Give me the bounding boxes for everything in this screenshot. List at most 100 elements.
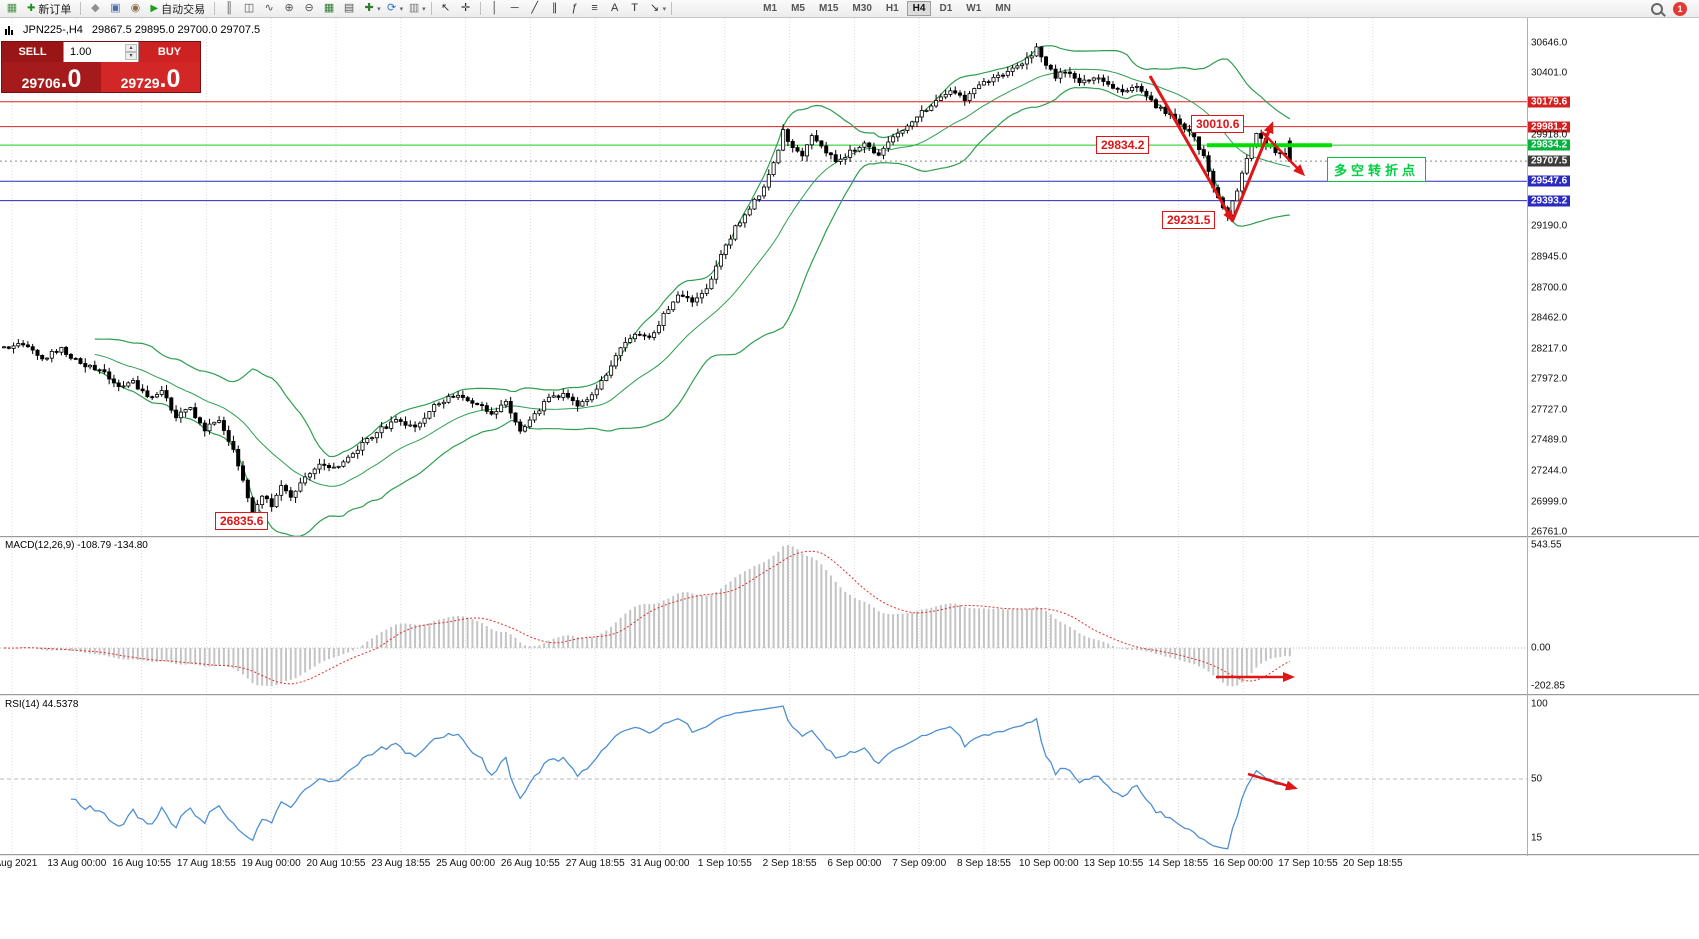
time-axis-label: 16 Aug 10:55 bbox=[112, 858, 172, 869]
new-chart-icon[interactable]: ▦ bbox=[6, 2, 18, 14]
macd-indicator-label: MACD(12,26,9) -108.79 -134.80 bbox=[5, 540, 148, 551]
volume-input[interactable] bbox=[64, 42, 138, 62]
buy-button[interactable]: BUY bbox=[139, 42, 200, 62]
text-label-icon[interactable]: T bbox=[631, 2, 638, 14]
arrows-tool-icon[interactable]: ↘ bbox=[650, 2, 660, 14]
time-axis-label: 1 Aug 2021 bbox=[0, 858, 38, 869]
timeframe-h4[interactable]: H4 bbox=[906, 1, 932, 16]
volume-spinner: ▴ ▾ bbox=[125, 42, 137, 62]
fibonacci-icon[interactable]: ƒ bbox=[571, 2, 578, 14]
volume-spin-up[interactable]: ▴ bbox=[125, 44, 137, 52]
periods-icon[interactable]: ⟳ bbox=[387, 2, 397, 14]
vertical-line-icon[interactable]: │ bbox=[491, 2, 499, 14]
toolbar-separator bbox=[214, 2, 216, 15]
timeframe-m1[interactable]: M1 bbox=[763, 3, 778, 14]
price-tag: 29707.5 bbox=[1528, 155, 1571, 167]
time-axis-label: 19 Aug 00:00 bbox=[241, 858, 301, 869]
templates-icon[interactable]: ▥ bbox=[408, 2, 420, 14]
arrows-tool-caret-icon[interactable]: ▾ bbox=[662, 5, 667, 13]
buy-price-display[interactable]: 29729.0 bbox=[101, 62, 200, 92]
line-chart-type-icon[interactable]: ∿ bbox=[264, 2, 274, 14]
price-axis-label: 30646.0 bbox=[1531, 37, 1568, 49]
time-axis-label: 17 Sep 10:55 bbox=[1278, 858, 1338, 869]
annotation-red[interactable]: 29834.2 bbox=[1096, 136, 1150, 154]
autotrading-button[interactable]: ▶ 自动交易 bbox=[145, 1, 210, 17]
new-order-icon: ✚ bbox=[27, 3, 36, 14]
time-axis-label: 13 Aug 00:00 bbox=[47, 858, 107, 869]
time-axis-label: 13 Sep 10:55 bbox=[1083, 858, 1144, 869]
horizontal-line-icon[interactable]: ─ bbox=[510, 2, 519, 14]
trend-arrow bbox=[1230, 121, 1274, 223]
timeframe-h1[interactable]: H1 bbox=[885, 3, 899, 14]
chart-icon bbox=[5, 25, 14, 35]
time-axis-label: 17 Aug 18:55 bbox=[176, 858, 236, 869]
timeframe-m30[interactable]: M30 bbox=[852, 3, 872, 14]
notification-badge[interactable]: 1 bbox=[1673, 1, 1687, 16]
timeframe-mn[interactable]: MN bbox=[995, 3, 1011, 14]
time-axis-label: 25 Aug 00:00 bbox=[436, 858, 496, 869]
candle-chart-type-icon[interactable]: ◫ bbox=[243, 2, 255, 14]
annotation-green[interactable]: 多空转折点 bbox=[1327, 157, 1427, 182]
sell-button[interactable]: SELL bbox=[2, 42, 63, 62]
shapes-icon[interactable]: ≡ bbox=[591, 2, 598, 14]
time-axis-label: 27 Aug 18:55 bbox=[565, 858, 625, 869]
new-order-button[interactable]: ✚ 新订单 bbox=[22, 1, 76, 17]
time-axis-label: 14 Sep 18:55 bbox=[1148, 858, 1209, 869]
zoom-out-icon[interactable]: ⊖ bbox=[304, 2, 314, 14]
profiles-icon[interactable]: ▣ bbox=[110, 2, 121, 14]
charts-list-icon[interactable]: ◆ bbox=[91, 2, 100, 14]
price-axis-label: 29190.0 bbox=[1531, 220, 1568, 232]
cursor-icon[interactable]: ↖ bbox=[441, 2, 451, 14]
new-order-button-label: 新订单 bbox=[38, 3, 72, 16]
sell-price-display[interactable]: 29706.0 bbox=[2, 62, 101, 92]
terminal-icon[interactable]: ◉ bbox=[130, 2, 141, 14]
periods-caret-icon[interactable]: ▾ bbox=[399, 5, 404, 13]
indicators-icon[interactable]: ✚ bbox=[364, 2, 374, 14]
price-axis-label: 26761.0 bbox=[1531, 526, 1568, 538]
time-axis-label: 31 Aug 00:00 bbox=[630, 858, 690, 869]
timeframe-m15[interactable]: M15 bbox=[818, 3, 839, 14]
timeframe-w1[interactable]: W1 bbox=[966, 3, 982, 14]
crosshair-icon[interactable]: ✛ bbox=[461, 2, 471, 14]
search-icon[interactable] bbox=[1651, 2, 1663, 15]
trend-arrow bbox=[1148, 75, 1234, 223]
time-axis-label: 10 Sep 00:00 bbox=[1019, 858, 1079, 869]
price-axis-label: 50 bbox=[1531, 773, 1543, 785]
time-axis-separator bbox=[0, 854, 1699, 856]
rsi-panel-separator[interactable] bbox=[0, 694, 1699, 696]
tile-windows-icon[interactable]: ▦ bbox=[323, 2, 335, 14]
price-axis-label: 26999.0 bbox=[1531, 496, 1568, 508]
volume-spin-down[interactable]: ▾ bbox=[125, 52, 137, 60]
zoom-in-icon[interactable]: ⊕ bbox=[284, 2, 294, 14]
annotation-red[interactable]: 26835.6 bbox=[215, 512, 269, 530]
price-axis-label: 28700.0 bbox=[1531, 282, 1568, 294]
price-axis-label: 0.00 bbox=[1531, 642, 1551, 654]
chart-symbol-info: JPN225-,H4 29867.5 29895.0 29700.0 29707… bbox=[5, 24, 260, 36]
toolbar-right: 1 bbox=[1651, 1, 1699, 16]
toolbar-separator bbox=[430, 2, 432, 15]
trendline-icon[interactable]: ╱ bbox=[531, 2, 538, 14]
timeframe-m5[interactable]: M5 bbox=[791, 3, 805, 14]
text-icon[interactable]: A bbox=[610, 2, 619, 14]
bar-chart-type-icon[interactable]: ║ bbox=[225, 2, 233, 14]
rsi-indicator-label: RSI(14) 44.5378 bbox=[5, 699, 79, 710]
timeframe-d1[interactable]: D1 bbox=[939, 3, 953, 14]
autotrading-icon: ▶ bbox=[150, 3, 159, 14]
price-tag: 30179.6 bbox=[1528, 96, 1571, 108]
toolbar-separator bbox=[671, 2, 673, 15]
templates-caret-icon[interactable]: ▾ bbox=[422, 5, 426, 13]
annotation-red[interactable]: 30010.6 bbox=[1191, 115, 1245, 133]
time-axis-label: 1 Sep 10:55 bbox=[697, 858, 752, 869]
annotation-red[interactable]: 29231.5 bbox=[1162, 211, 1216, 229]
time-axis-label: 16 Sep 00:00 bbox=[1213, 858, 1273, 869]
channel-icon[interactable]: ∥ bbox=[551, 2, 558, 14]
arrange-windows-icon[interactable]: ▤ bbox=[343, 2, 355, 14]
indicators-caret-icon[interactable]: ▾ bbox=[377, 5, 381, 13]
volume-field: ▴ ▾ bbox=[63, 42, 139, 62]
macd-panel-separator[interactable] bbox=[0, 536, 1699, 538]
price-tag: 29393.2 bbox=[1528, 195, 1571, 207]
trend-arrow bbox=[1261, 131, 1306, 177]
autotrading-button-label: 自动交易 bbox=[161, 3, 206, 16]
